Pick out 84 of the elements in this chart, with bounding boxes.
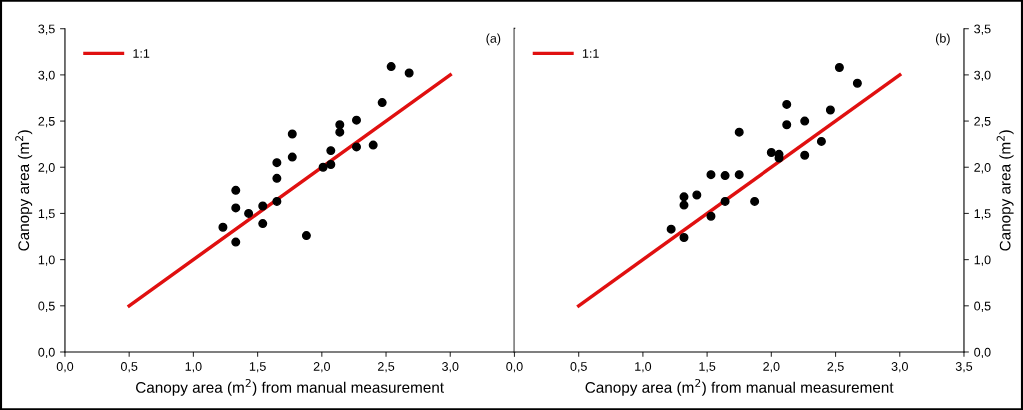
x-tick-label: 1,5 <box>249 362 266 373</box>
y-tick-label: 1,0 <box>974 255 991 266</box>
x-tick-label: 3,0 <box>891 362 908 373</box>
x-tick-label: 2,0 <box>313 362 331 373</box>
point <box>679 232 689 242</box>
y-tick-label: 2,0 <box>38 163 55 174</box>
x-tick-label: 3,0 <box>442 362 459 373</box>
point <box>287 152 297 162</box>
point <box>335 127 345 137</box>
point <box>404 68 414 78</box>
point <box>258 201 268 211</box>
point <box>750 196 760 206</box>
point <box>734 127 744 137</box>
annotation: (a) <box>486 33 501 46</box>
legend-label: 1:1 <box>133 49 150 58</box>
y-tick-label: 2,5 <box>974 116 991 128</box>
point <box>231 185 241 195</box>
x-axis-title: Canopy area (m$^{2}$) from manual measurement <box>585 378 894 396</box>
x-tick-label: 2,0 <box>763 362 780 373</box>
x-tick-label: 1,0 <box>635 362 652 373</box>
y-tick-label: 3,0 <box>974 70 991 82</box>
point <box>351 142 361 152</box>
y-tick-label: 2,0 <box>974 163 991 174</box>
point <box>326 159 336 169</box>
point <box>706 211 716 221</box>
point <box>326 146 336 156</box>
point <box>272 196 282 206</box>
y-tick-label: 0,0 <box>974 347 991 359</box>
y-tick-label: 1,5 <box>974 209 991 220</box>
x-tick-label: 0,5 <box>570 362 587 373</box>
point <box>218 222 228 232</box>
x-tick-label: 1,0 <box>185 362 202 373</box>
annotation: (b) <box>935 33 950 46</box>
y-tick-label: 3,5 <box>974 24 991 35</box>
point <box>782 99 792 109</box>
y-tick-label: 2,5 <box>38 116 55 128</box>
point <box>368 140 378 150</box>
point <box>287 129 297 139</box>
y-tick-label: 3,0 <box>38 70 55 82</box>
point <box>766 147 776 157</box>
x-tick-label: 2,5 <box>827 362 844 373</box>
y-tick-label: 0,0 <box>38 347 55 359</box>
point <box>706 170 716 180</box>
point <box>852 78 862 88</box>
x-tick-label: 0,0 <box>56 362 74 373</box>
point <box>258 219 268 229</box>
point <box>351 115 361 125</box>
point <box>244 208 254 218</box>
point <box>720 196 730 206</box>
y-axis-title: Canopy area (m$^{2}$) <box>15 130 33 251</box>
point <box>666 224 676 234</box>
point <box>816 136 826 146</box>
legend-label: 1:1 <box>582 49 599 58</box>
y-tick-label: 1,0 <box>38 255 55 266</box>
point <box>692 190 702 200</box>
x-tick-label: 0,5 <box>120 362 138 373</box>
point <box>231 237 241 247</box>
x-tick-label: 0,0 <box>506 362 523 373</box>
point <box>272 158 282 168</box>
x-tick-label: 3,5 <box>955 362 973 373</box>
x-axis-title: Canopy area (m$^{2}$) from manual measurement <box>136 378 444 396</box>
point <box>734 170 744 180</box>
point <box>800 116 810 126</box>
x-tick-label: 2,5 <box>377 362 395 373</box>
point <box>834 62 844 72</box>
point <box>377 98 387 108</box>
point <box>335 120 345 130</box>
x-tick-label: 1,5 <box>699 362 716 373</box>
point <box>800 150 810 160</box>
point <box>318 162 328 172</box>
point <box>386 62 396 72</box>
point <box>679 192 689 202</box>
point <box>720 171 730 181</box>
y-tick-label: 0,5 <box>38 301 55 312</box>
y-tick-label: 3,5 <box>38 24 55 35</box>
point <box>782 120 792 130</box>
point <box>301 231 311 241</box>
y-tick-label: 1,5 <box>38 209 55 220</box>
point <box>825 105 835 115</box>
point <box>231 203 241 213</box>
point <box>272 173 282 183</box>
y-tick-label: 0,5 <box>974 301 991 312</box>
point <box>679 200 689 210</box>
y-axis-title: Canopy area (m$^{2}$) <box>996 130 1014 251</box>
